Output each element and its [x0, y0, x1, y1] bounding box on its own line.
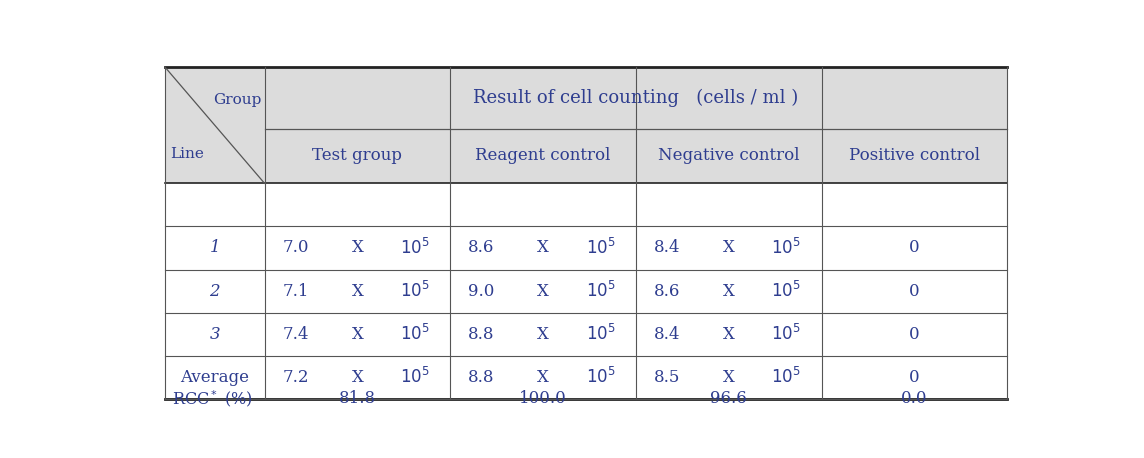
Text: RCC$^*$ (%): RCC$^*$ (%) — [172, 388, 253, 409]
Text: $10^5$: $10^5$ — [771, 367, 801, 387]
Text: Group: Group — [213, 93, 261, 107]
Text: 81.8: 81.8 — [339, 390, 376, 407]
Text: X: X — [538, 326, 549, 343]
Bar — [165, 129, 1008, 183]
Text: 0.0: 0.0 — [901, 390, 928, 407]
Text: $10^5$: $10^5$ — [586, 324, 615, 344]
Text: $10^5$: $10^5$ — [586, 281, 615, 301]
Text: $10^5$: $10^5$ — [771, 324, 801, 344]
Text: $10^5$: $10^5$ — [400, 324, 430, 344]
Text: 8.6: 8.6 — [653, 283, 681, 300]
Text: X: X — [723, 326, 734, 343]
Text: $10^5$: $10^5$ — [771, 281, 801, 301]
Text: Reagent control: Reagent control — [476, 147, 611, 164]
Text: X: X — [351, 240, 364, 256]
Text: X: X — [723, 369, 734, 386]
Text: X: X — [538, 283, 549, 300]
Text: 7.0: 7.0 — [283, 240, 309, 256]
Bar — [165, 67, 1008, 129]
Text: X: X — [351, 369, 364, 386]
Text: 0: 0 — [909, 283, 920, 300]
Text: 2: 2 — [209, 283, 220, 300]
Text: 8.6: 8.6 — [468, 240, 494, 256]
Text: 9.0: 9.0 — [468, 283, 494, 300]
Text: X: X — [723, 240, 734, 256]
Text: $10^5$: $10^5$ — [586, 238, 615, 258]
Text: $10^5$: $10^5$ — [400, 281, 430, 301]
Text: X: X — [723, 283, 734, 300]
Text: 1: 1 — [209, 240, 220, 256]
Text: 0: 0 — [909, 326, 920, 343]
Text: $10^5$: $10^5$ — [771, 238, 801, 258]
Text: $10^5$: $10^5$ — [586, 367, 615, 387]
Text: 7.4: 7.4 — [283, 326, 309, 343]
Text: Negative control: Negative control — [658, 147, 800, 164]
Text: Positive control: Positive control — [849, 147, 980, 164]
Text: 0: 0 — [909, 369, 920, 386]
Text: 96.6: 96.6 — [710, 390, 747, 407]
Text: 100.0: 100.0 — [519, 390, 567, 407]
Text: 7.1: 7.1 — [283, 283, 309, 300]
Text: $10^5$: $10^5$ — [400, 238, 430, 258]
Text: 3: 3 — [209, 326, 220, 343]
Text: 7.2: 7.2 — [283, 369, 309, 386]
Text: X: X — [538, 240, 549, 256]
Text: X: X — [538, 369, 549, 386]
Text: 8.8: 8.8 — [468, 326, 494, 343]
Text: X: X — [351, 326, 364, 343]
Text: Test group: Test group — [312, 147, 403, 164]
Text: 8.5: 8.5 — [653, 369, 681, 386]
Text: $10^5$: $10^5$ — [400, 367, 430, 387]
Text: 0: 0 — [909, 240, 920, 256]
Text: 8.4: 8.4 — [653, 326, 681, 343]
Text: 8.4: 8.4 — [653, 240, 681, 256]
Bar — [165, 183, 1008, 399]
Text: 8.8: 8.8 — [468, 369, 494, 386]
Text: Average: Average — [181, 369, 249, 386]
Text: X: X — [351, 283, 364, 300]
Text: Line: Line — [170, 147, 205, 161]
Text: Result of cell counting   (cells / ml ): Result of cell counting (cells / ml ) — [474, 89, 799, 107]
